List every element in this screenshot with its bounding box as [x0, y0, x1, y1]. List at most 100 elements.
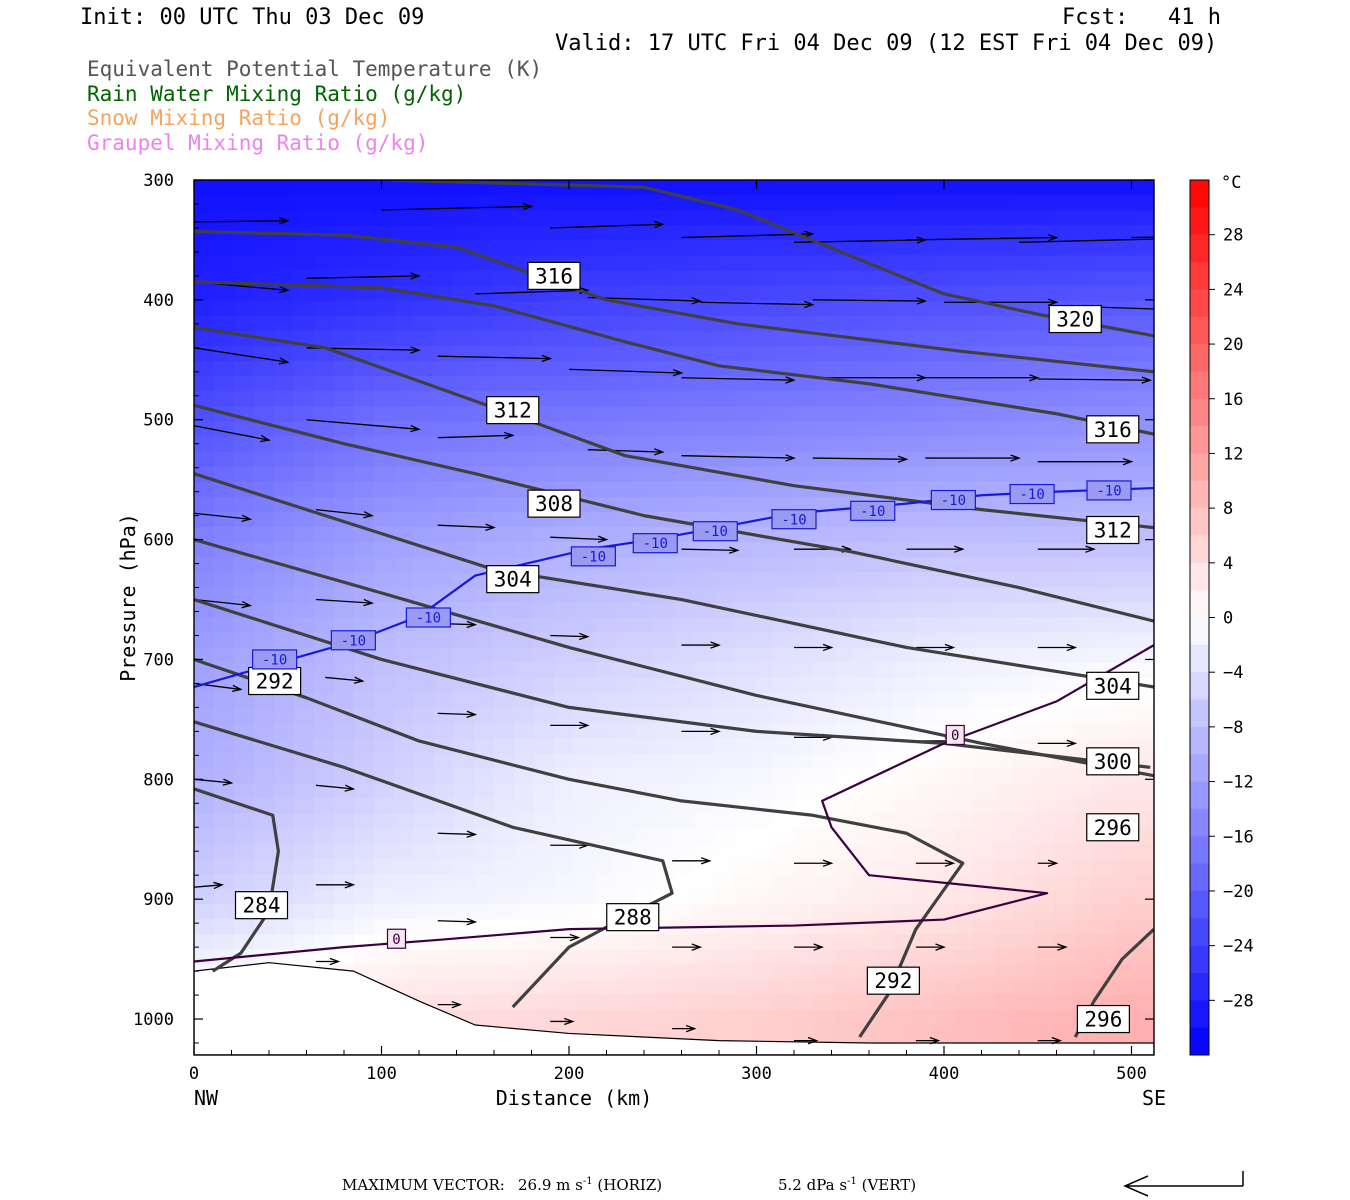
temperature-cell [294, 451, 315, 468]
temperature-cell [974, 798, 995, 815]
temperature-cell [894, 994, 915, 1011]
x-tick-label: 300 [741, 1064, 772, 1084]
temperature-cell [414, 315, 435, 332]
temperature-cell [694, 828, 715, 845]
temperature-cell [254, 828, 275, 845]
temperature-cell [1014, 843, 1035, 860]
temperature-cell [334, 466, 355, 483]
temperature-cell [854, 436, 875, 453]
temperature-cell [394, 889, 415, 905]
wind-vector-head [466, 710, 478, 719]
temperature-cell [374, 617, 395, 634]
temperature-cell [774, 753, 795, 769]
temperature-cell [294, 195, 315, 211]
temperature-cell [1074, 542, 1095, 558]
temperature-cell [694, 345, 715, 362]
temperature-cell [874, 889, 895, 905]
wind-vector [475, 289, 588, 295]
temperature-cell [594, 195, 615, 211]
temperature-cell [674, 677, 695, 694]
temperature-cell [874, 587, 895, 604]
temperature-cell [694, 330, 715, 347]
temperature-cell [434, 979, 455, 996]
temperature-cell [834, 451, 855, 468]
temperature-cell [634, 345, 655, 362]
temperature-cell [594, 406, 615, 422]
temperature-cell [894, 602, 915, 619]
temperature-cell [494, 240, 515, 257]
temperature-cell [214, 783, 235, 800]
temperature-cell [894, 904, 915, 920]
temperature-cell [1074, 330, 1095, 347]
temperature-cell [574, 677, 595, 694]
temperature-cell [914, 195, 935, 211]
wind-vector [194, 512, 251, 520]
temperature-cell [534, 330, 555, 347]
temperature-cell [894, 210, 915, 226]
temperature-cell [574, 723, 595, 739]
temperature-cell [254, 240, 275, 257]
isotherm-label-box [850, 500, 896, 521]
temperature-cell [1094, 783, 1115, 800]
temperature-cell [434, 406, 455, 422]
temperature-cell [234, 511, 255, 528]
temperature-cell [774, 889, 795, 905]
temperature-cell [494, 828, 515, 845]
temperature-cell [434, 949, 455, 966]
temperature-cell [254, 602, 275, 619]
temperature-cell [574, 526, 595, 543]
temperature-cell [214, 496, 235, 513]
temperature-cell [1034, 617, 1055, 634]
temperature-cell [214, 587, 235, 604]
temperature-cell [734, 542, 755, 558]
temperature-cell [694, 738, 715, 754]
temperature-cell [614, 994, 635, 1011]
temperature-cell [934, 783, 955, 800]
colorbar-band [1190, 617, 1209, 646]
temperature-cell [694, 843, 715, 860]
y-tick-label: 1000 [133, 1010, 174, 1030]
temperature-cell [194, 481, 215, 498]
temperature-cell [1114, 315, 1135, 332]
temperature-cell [1054, 557, 1075, 573]
temperature-cell [454, 873, 475, 890]
temperature-cell [514, 843, 535, 860]
wind-vector-head [785, 376, 796, 384]
temperature-cell [234, 526, 255, 543]
temperature-cell [1074, 466, 1095, 483]
temperature-cell [394, 406, 415, 422]
isotherm-label-text: -10 [860, 504, 885, 520]
temperature-cell [534, 210, 555, 226]
temperature-cell [1074, 376, 1095, 392]
temperature-cell [814, 285, 835, 302]
temperature-cell [514, 813, 535, 830]
temperature-cell [1054, 723, 1075, 739]
temperature-cell [934, 934, 955, 950]
temperature-cell [354, 904, 375, 920]
temperature-cell [854, 180, 875, 196]
temperature-cell [1074, 345, 1095, 362]
isotherm-label-box [1009, 483, 1055, 505]
temperature-cell [754, 904, 775, 920]
temperature-cell [634, 692, 655, 709]
temperature-cell [334, 919, 355, 935]
temperature-cell [434, 708, 455, 724]
temperature-cell [314, 210, 335, 226]
temperature-cell [1114, 873, 1135, 890]
temperature-cell [194, 889, 215, 905]
temperature-cell [614, 391, 635, 407]
temperature-cell [694, 979, 715, 996]
temperature-cell [294, 813, 315, 830]
temperature-cell [1094, 361, 1115, 377]
temperature-cell [714, 828, 735, 845]
temperature-cell [314, 315, 335, 332]
wind-vector-head [1122, 457, 1134, 466]
temperature-cell [474, 708, 495, 724]
temperature-cell [314, 723, 335, 739]
temperature-cell [374, 572, 395, 588]
temperature-cell [594, 889, 615, 905]
temperature-cell [634, 270, 655, 287]
temperature-cell [314, 768, 335, 785]
temperature-cell [274, 708, 295, 724]
temperature-cell [1134, 602, 1154, 619]
